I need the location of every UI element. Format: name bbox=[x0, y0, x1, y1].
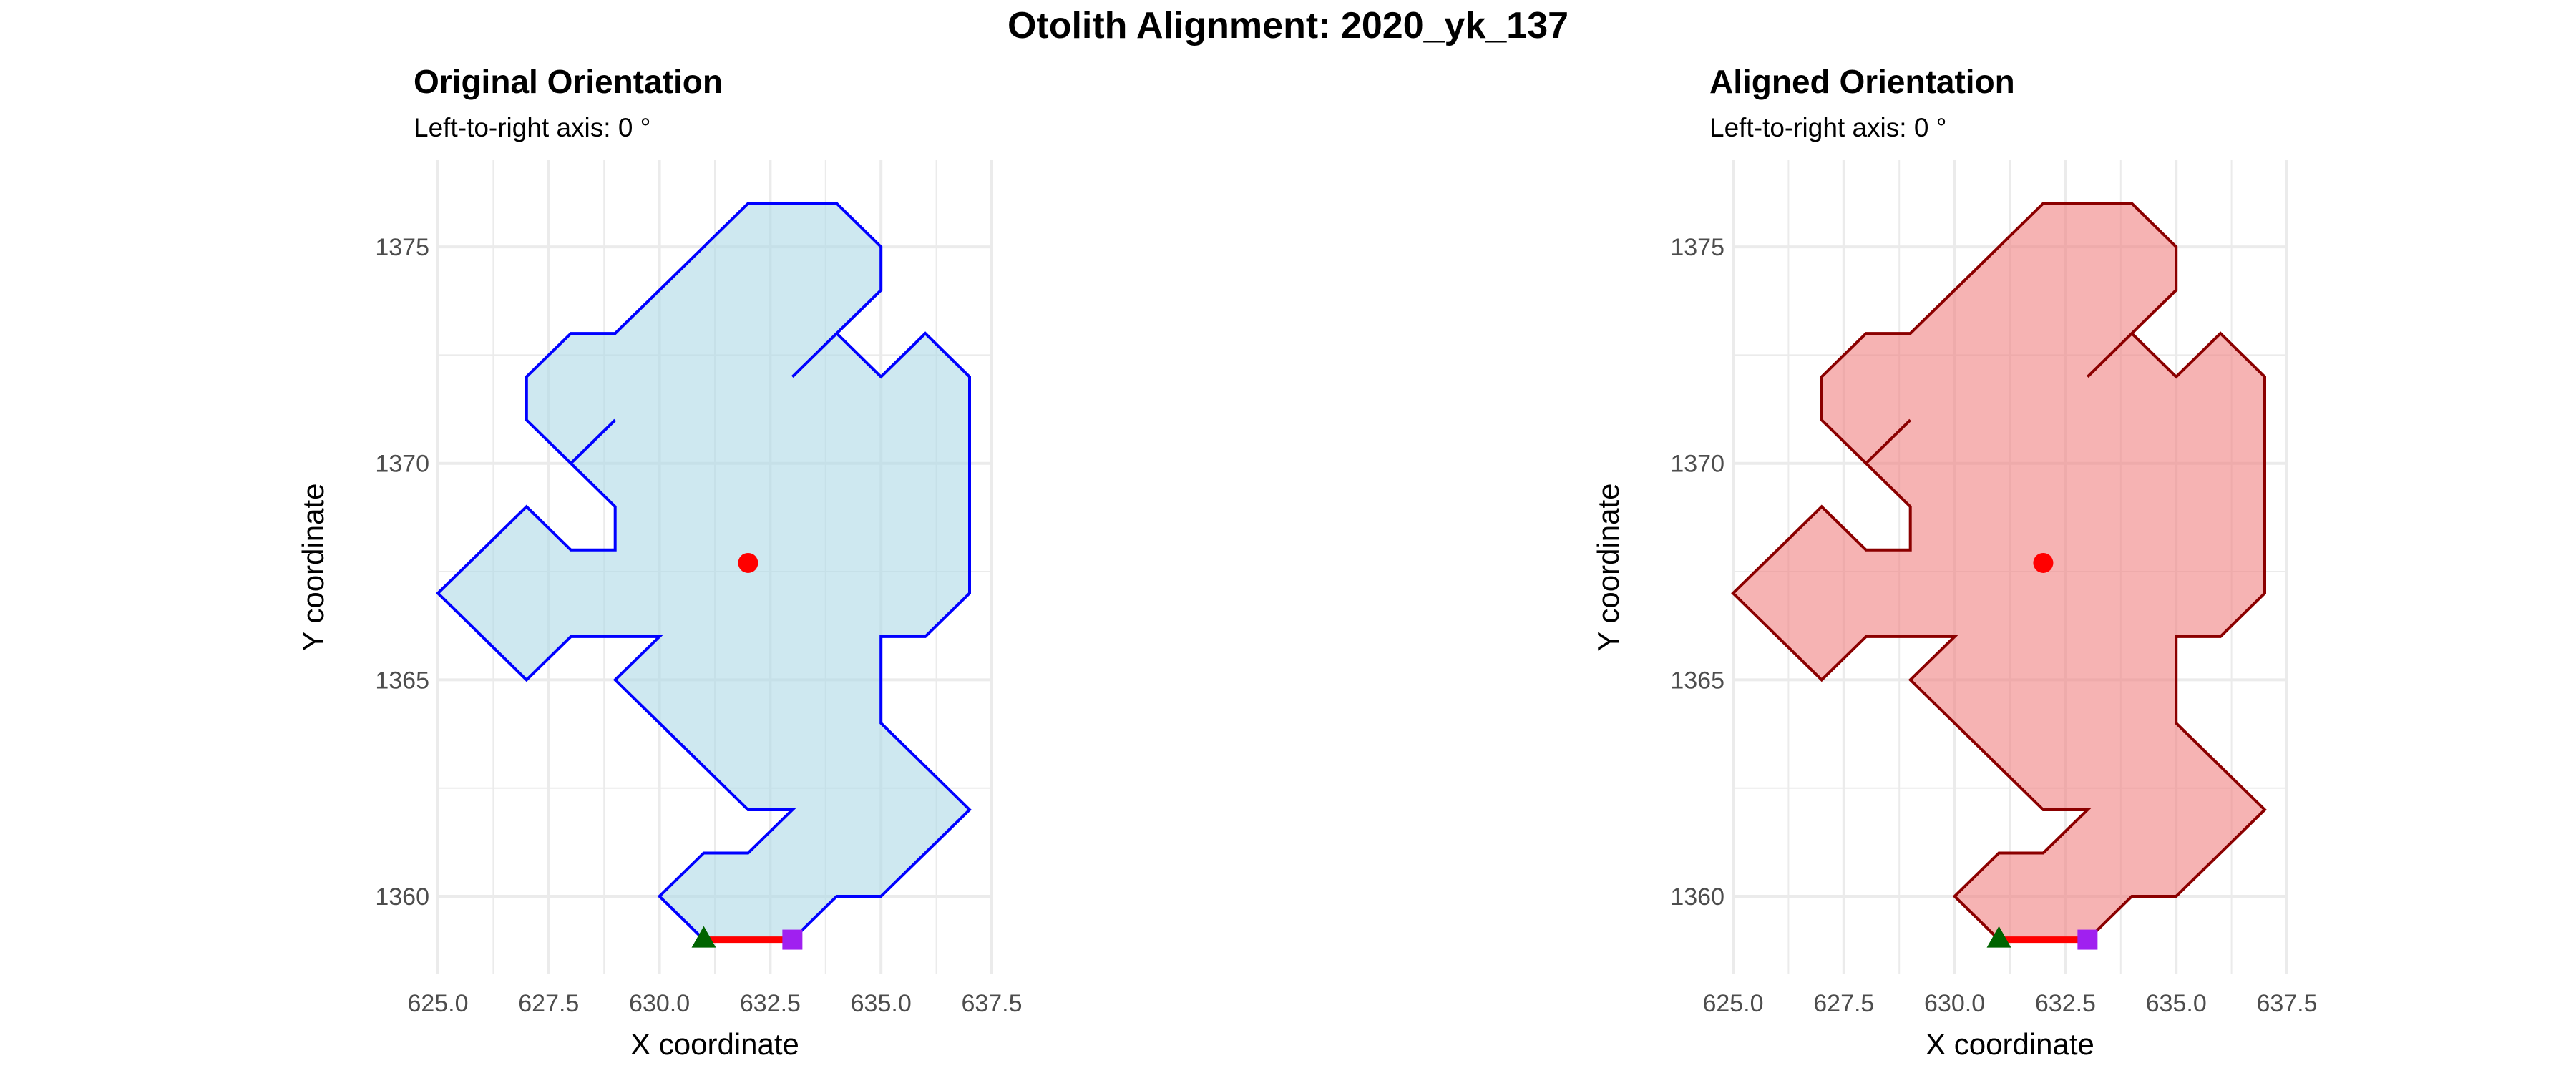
x-tick-label: 627.5 bbox=[518, 990, 579, 1017]
x-tick-label: 635.0 bbox=[2146, 990, 2207, 1017]
figure-title: Otolith Alignment: 2020_yk_137 bbox=[1007, 5, 1569, 46]
panel-subtitle: Left-to-right axis: 0 ° bbox=[414, 113, 650, 142]
x-tick-label: 637.5 bbox=[961, 990, 1022, 1017]
x-tick-label: 637.5 bbox=[2256, 990, 2317, 1017]
end-marker-square bbox=[782, 929, 803, 950]
x-tick-label: 625.0 bbox=[407, 990, 468, 1017]
otolith-outline-spur bbox=[1865, 418, 1912, 465]
panel-title: Aligned Orientation bbox=[1709, 63, 2015, 100]
start-marker-triangle bbox=[1986, 926, 2011, 948]
y-tick-label: 1365 bbox=[1670, 667, 1724, 694]
x-tick-label: 630.0 bbox=[629, 990, 690, 1017]
panel-aligned: 625.0 627.5 630.0 632.5 635.0 637.5 1360 1365 13… bbox=[1591, 63, 2318, 1061]
x-tick-label: 625.0 bbox=[1702, 990, 1763, 1017]
x-tick-label: 635.0 bbox=[851, 990, 912, 1017]
x-tick-label: 630.0 bbox=[1924, 990, 1985, 1017]
y-tick-label: 1370 bbox=[375, 451, 429, 478]
panel-subtitle: Left-to-right axis: 0 ° bbox=[1709, 113, 1946, 142]
y-tick-label: 1375 bbox=[1670, 234, 1724, 261]
y-tick-label: 1360 bbox=[375, 883, 429, 911]
x-axis-title: X coordinate bbox=[1926, 1027, 2094, 1061]
centroid-point bbox=[738, 552, 758, 573]
end-marker-square bbox=[2077, 929, 2098, 950]
x-tick-label: 627.5 bbox=[1813, 990, 1874, 1017]
otolith-fill bbox=[438, 203, 970, 940]
x-tick-label: 632.5 bbox=[2035, 990, 2096, 1017]
otolith-outline bbox=[436, 202, 972, 941]
y-tick-label: 1375 bbox=[375, 234, 429, 261]
y-tick-label: 1360 bbox=[1670, 883, 1724, 911]
otolith-outline-spur bbox=[570, 418, 617, 465]
panel-original: 625.0 627.5 630.0 632.5 635.0 637.5 1360 1365 13… bbox=[296, 63, 1023, 1061]
y-axis-title: Y coordinate bbox=[296, 483, 330, 651]
y-tick-label: 1370 bbox=[1670, 451, 1724, 478]
panel-title: Original Orientation bbox=[414, 63, 723, 100]
centroid-point bbox=[2033, 552, 2054, 573]
otolith-outline bbox=[1731, 202, 2267, 941]
x-axis-title: X coordinate bbox=[630, 1027, 799, 1061]
x-tick-label: 632.5 bbox=[740, 990, 801, 1017]
otolith-fill bbox=[1733, 203, 2265, 940]
y-axis-title: Y coordinate bbox=[1591, 483, 1625, 651]
start-marker-triangle bbox=[691, 926, 716, 948]
y-tick-label: 1365 bbox=[375, 667, 429, 694]
